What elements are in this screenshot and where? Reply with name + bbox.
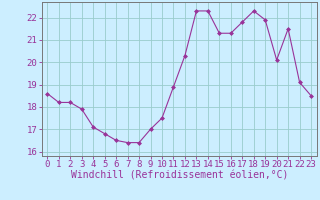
- X-axis label: Windchill (Refroidissement éolien,°C): Windchill (Refroidissement éolien,°C): [70, 171, 288, 181]
